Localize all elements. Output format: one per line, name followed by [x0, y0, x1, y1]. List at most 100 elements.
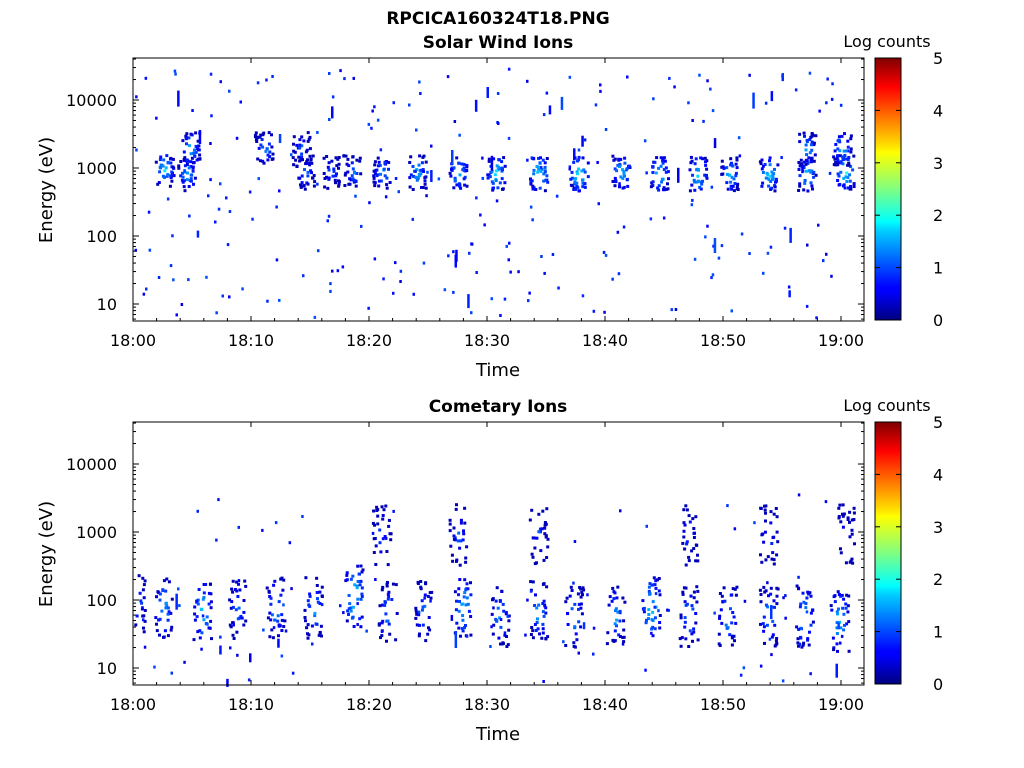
count-cell [811, 187, 814, 191]
count-cell [572, 581, 575, 585]
count-cell [256, 157, 260, 161]
count-cell [165, 154, 169, 158]
count-cell [334, 156, 338, 160]
count-cell [543, 603, 546, 607]
count-cell [651, 610, 655, 614]
count-cell [539, 169, 543, 173]
count-cell [770, 635, 774, 639]
count-cell [797, 493, 801, 497]
count-cell [839, 626, 843, 630]
count-cell [493, 173, 497, 177]
count-cell [815, 316, 818, 320]
count-cell [618, 609, 622, 613]
count-cell [210, 114, 213, 118]
count-cell [331, 174, 335, 178]
y-tick-label: 10 [97, 659, 117, 678]
count-cell [373, 537, 377, 540]
count-cell [798, 132, 802, 136]
count-cell [842, 597, 846, 601]
count-cell [666, 182, 669, 186]
count-cell [351, 574, 355, 578]
count-cell [826, 77, 829, 81]
count-cell [805, 138, 809, 142]
count-cell [538, 527, 542, 531]
count-cell [713, 138, 717, 149]
count-cell [183, 660, 186, 664]
count-cell [261, 133, 265, 137]
count-cell [683, 616, 687, 620]
count-cell [486, 176, 490, 180]
count-cell [622, 225, 626, 229]
heatmap-cluster [265, 576, 287, 640]
count-cell [540, 527, 544, 531]
heatmap-cluster [303, 576, 324, 640]
count-cell [799, 158, 803, 162]
count-cell [230, 600, 234, 604]
count-cell [537, 530, 541, 534]
count-cell [257, 146, 261, 150]
count-cell [277, 623, 281, 627]
count-cell [274, 521, 278, 525]
count-cell [642, 606, 646, 610]
count-cell [231, 621, 235, 625]
count-cell [765, 623, 769, 627]
count-cell [142, 596, 146, 600]
count-cell [391, 582, 395, 586]
count-cell [462, 595, 466, 599]
count-cell [692, 596, 696, 600]
count-cell [421, 168, 425, 172]
count-cell [500, 166, 504, 170]
count-cell [261, 159, 265, 163]
count-cell [833, 157, 837, 161]
count-cell [579, 587, 583, 591]
count-cell [278, 298, 281, 302]
count-cell [696, 174, 700, 178]
count-cell [254, 135, 257, 139]
count-cell [730, 187, 734, 191]
count-cell [465, 184, 469, 188]
count-cell [725, 172, 729, 176]
count-cell [185, 142, 188, 146]
count-cell [460, 162, 464, 166]
count-cell [835, 642, 839, 646]
count-cell [578, 586, 582, 589]
count-cell [185, 178, 189, 182]
count-cell [503, 633, 507, 637]
count-cell [809, 143, 813, 147]
count-cell [193, 154, 197, 158]
count-cell [653, 583, 657, 587]
count-cell [837, 516, 841, 520]
count-cell [345, 619, 349, 623]
count-cell [244, 619, 248, 623]
count-cell [830, 608, 834, 612]
count-cell [290, 153, 293, 157]
count-cell [464, 560, 468, 564]
heatmap-cluster [344, 564, 365, 629]
count-cell [653, 160, 657, 164]
count-cell [457, 626, 461, 630]
count-cell [346, 157, 350, 161]
count-cell [453, 590, 457, 594]
count-cell [623, 600, 627, 604]
count-cell [318, 602, 322, 605]
count-cell [459, 518, 463, 522]
count-cell [469, 593, 473, 597]
count-cell [134, 623, 138, 627]
count-cell [189, 179, 193, 183]
count-cell [326, 186, 330, 190]
count-cell [389, 538, 393, 542]
count-cell [455, 599, 458, 603]
count-cell [544, 534, 548, 538]
count-cell [687, 514, 691, 518]
count-cell [232, 623, 235, 627]
count-cell [616, 230, 620, 234]
count-cell [387, 518, 391, 522]
count-cell [356, 623, 359, 626]
count-cell [348, 177, 352, 181]
count-cell [423, 179, 427, 183]
count-cell [470, 242, 474, 246]
heatmap-cluster [605, 585, 627, 646]
count-cell [198, 629, 202, 633]
count-cell [846, 158, 850, 161]
count-cell [258, 135, 262, 139]
